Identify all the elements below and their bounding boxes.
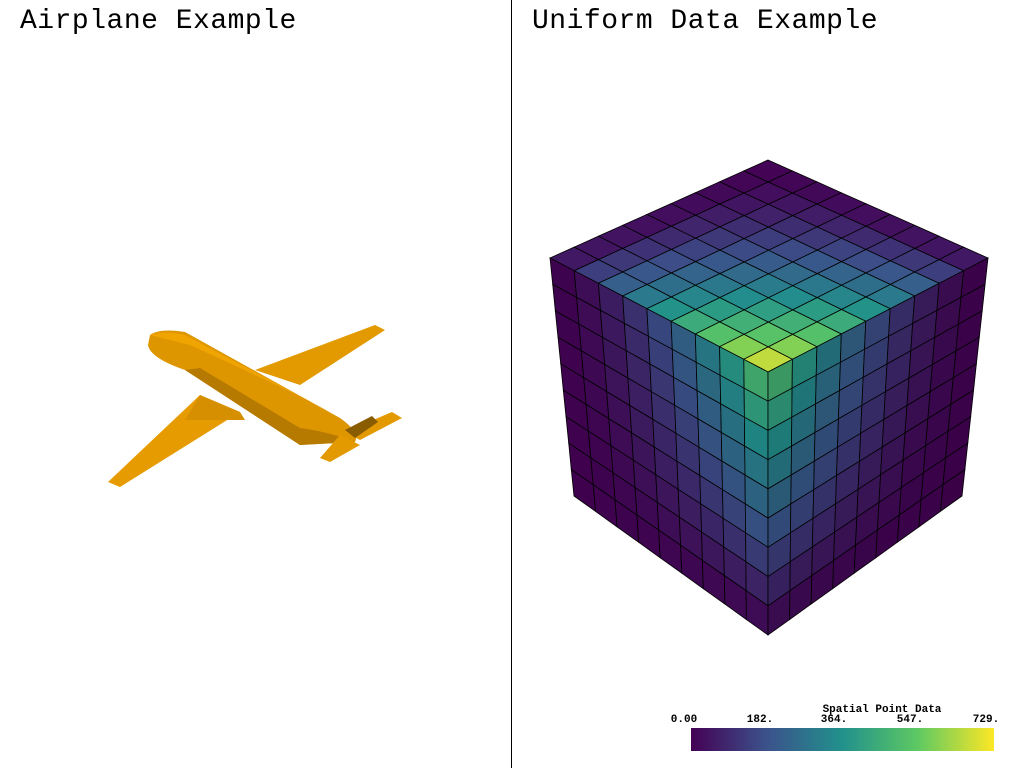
vertical-fin xyxy=(345,416,378,438)
fuselage-shadow xyxy=(185,368,355,445)
fuselage xyxy=(148,330,356,445)
wing-root xyxy=(185,395,245,420)
scalar-bar-tick: 364. xyxy=(820,714,848,726)
right-wing xyxy=(255,325,385,385)
airplane-viewport[interactable]: Airplane Example xyxy=(0,0,511,768)
scalar-bar-title: Spatial Point Data xyxy=(822,704,942,716)
uniform-grid-cube xyxy=(549,159,989,636)
viewport-divider xyxy=(511,0,512,768)
viewport-title: Airplane Example xyxy=(20,6,297,37)
left-stabilizer xyxy=(320,435,360,462)
scalar-bar-tick: 729. xyxy=(972,714,1000,726)
scalar-bar-tick: 0.00 xyxy=(670,714,698,726)
uniform-data-viewport[interactable]: Uniform Data Example Spatial Point Data … xyxy=(512,0,1024,768)
scalar-bar-tick: 182. xyxy=(746,714,774,726)
viewport-title: Uniform Data Example xyxy=(532,6,879,37)
right-face-cell xyxy=(939,468,966,513)
airplane-model xyxy=(108,325,402,487)
scalar-bar-tick: 547. xyxy=(896,714,924,726)
scalar-bar-colormap xyxy=(691,728,994,751)
